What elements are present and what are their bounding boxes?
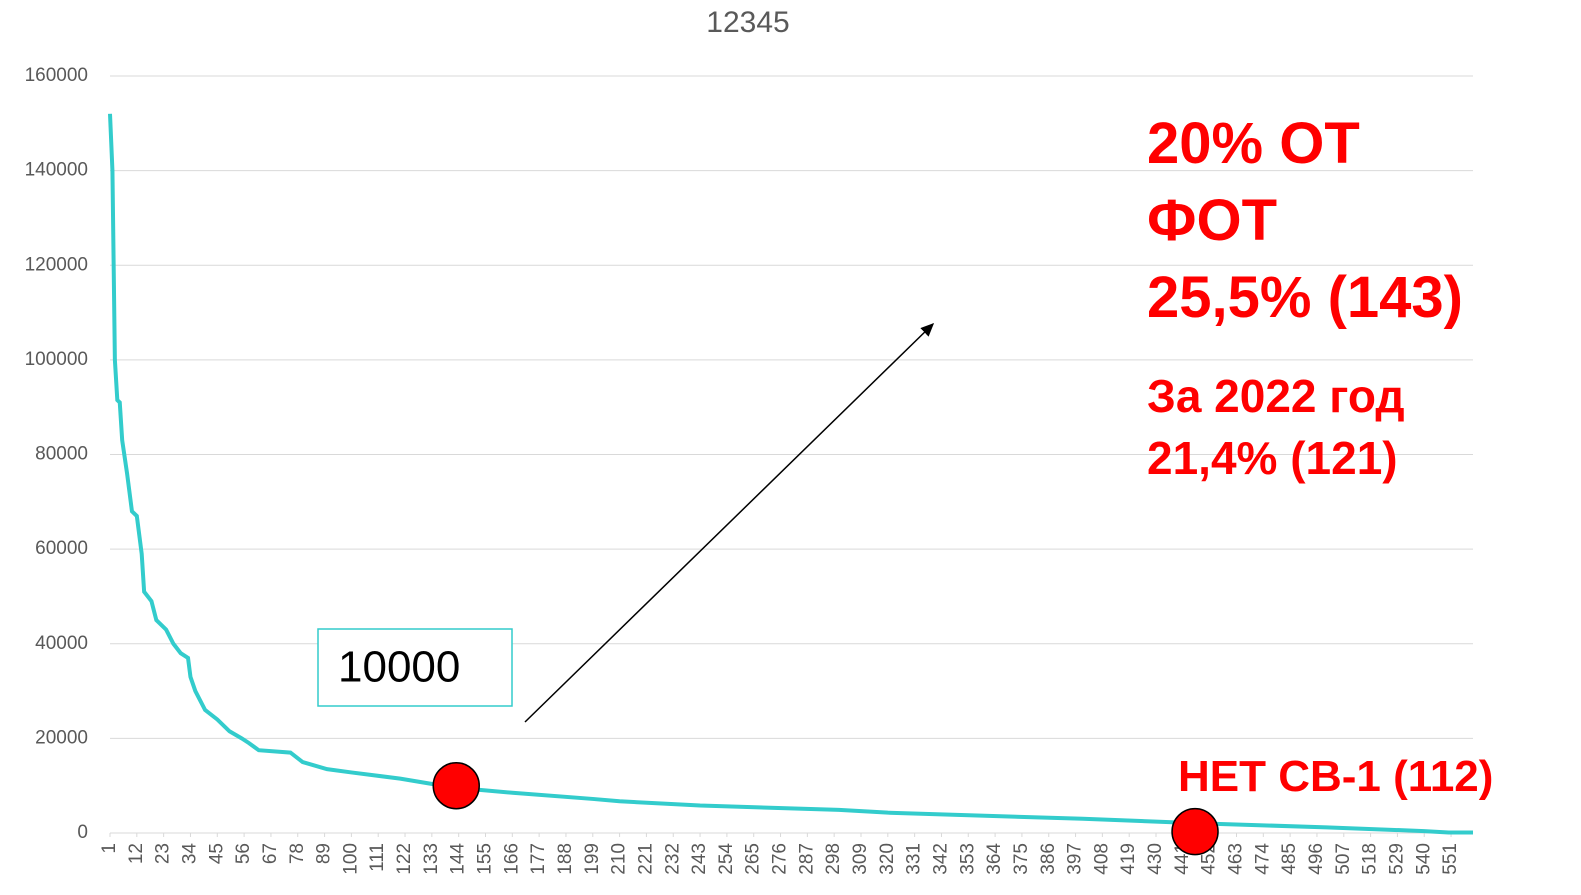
x-tick-label: 474: [1252, 843, 1273, 875]
x-tick-label: 265: [743, 843, 764, 875]
x-tick-label: 540: [1413, 843, 1434, 875]
x-tick-label: 122: [394, 843, 415, 875]
x-tick-label: 298: [823, 843, 844, 875]
x-tick-label: 67: [260, 843, 281, 864]
x-tick-label: 331: [904, 843, 925, 875]
y-tick-label: 100000: [25, 349, 88, 370]
annotation-box-text: 10000: [338, 643, 460, 692]
x-tick-label: 375: [1011, 843, 1032, 875]
line: [108, 113, 1473, 835]
arrow: [524, 322, 935, 723]
x-tick-label: 364: [984, 843, 1005, 875]
chart-title: 12345: [706, 6, 789, 39]
x-tick-label: 133: [421, 843, 442, 875]
x-tick-label: 177: [528, 843, 549, 875]
annotation: 20% ОТ: [1147, 111, 1360, 176]
y-tick-label: 40000: [35, 633, 88, 654]
y-tick-label: 140000: [25, 160, 88, 181]
marker: [432, 761, 480, 810]
x-tick-label: 210: [609, 843, 630, 875]
x-tick-label: 507: [1333, 843, 1354, 875]
x-tick-label: 12: [126, 843, 147, 864]
x-tick-label: 551: [1440, 843, 1461, 875]
x-tick-label: 78: [287, 843, 308, 864]
annotation: НЕТ СВ-1 (112): [1178, 752, 1493, 801]
y-tick-label: 20000: [35, 727, 88, 748]
x-tick-label: 430: [1145, 843, 1166, 875]
x-tick-label: 518: [1360, 843, 1381, 875]
x-tick-label: 463: [1226, 843, 1247, 875]
x-tick-label: 199: [582, 843, 603, 875]
y-tick-label: 160000: [25, 65, 88, 86]
x-tick-label: 342: [930, 843, 951, 875]
x-tick-label: 100: [340, 843, 361, 875]
y-tick-label: 120000: [25, 254, 88, 275]
y-tick-label: 60000: [35, 538, 88, 559]
y-tick-label: 80000: [35, 444, 88, 465]
x-tick-label: 419: [1118, 843, 1139, 875]
x-tick-label: 144: [448, 843, 469, 875]
x-tick-label: 34: [179, 843, 200, 865]
x-tick-label: 320: [877, 843, 898, 875]
annotation: За 2022 год: [1147, 370, 1405, 422]
x-tick-label: 45: [206, 843, 227, 864]
plot: [108, 113, 1473, 856]
x-tick-label: 56: [233, 843, 254, 864]
x-tick-label: 188: [555, 843, 576, 875]
x-tick-label: 397: [1065, 843, 1086, 875]
x-tick-label: 23: [153, 843, 174, 864]
x-tick-label: 485: [1279, 843, 1300, 875]
x-tick-label: 111: [367, 843, 388, 872]
x-tick-label: 287: [796, 843, 817, 875]
x-tick-label: 243: [689, 843, 710, 875]
x-tick-label: 386: [1038, 843, 1059, 875]
x-tick-label: 155: [475, 843, 496, 875]
marker: [1171, 807, 1219, 856]
grid: 0 20000 40000 60000 80000 100000 120000 140000 1…: [25, 65, 1473, 875]
x-tick-label: 1: [99, 843, 120, 854]
annotation: 21,4% (121): [1147, 432, 1398, 484]
x-tick-label: 276: [770, 843, 791, 875]
annotation-box: [317, 628, 513, 707]
y-tick-label: 0: [77, 822, 88, 843]
annotation: 25,5% (143): [1147, 265, 1463, 330]
x-tick-label: 221: [635, 843, 656, 875]
x-tick-label: 496: [1306, 843, 1327, 875]
annotation: ФОТ: [1147, 188, 1277, 253]
x-tick-label: 353: [957, 843, 978, 875]
x-tick-label: 408: [1091, 843, 1112, 875]
x-tick-label: 166: [501, 843, 522, 875]
x-tick-label: 89: [314, 843, 335, 864]
x-tick-label: 232: [662, 843, 683, 875]
x-tick-label: 254: [716, 843, 737, 875]
x-tick-label: 309: [850, 843, 871, 875]
x-tick-label: 529: [1386, 843, 1407, 875]
